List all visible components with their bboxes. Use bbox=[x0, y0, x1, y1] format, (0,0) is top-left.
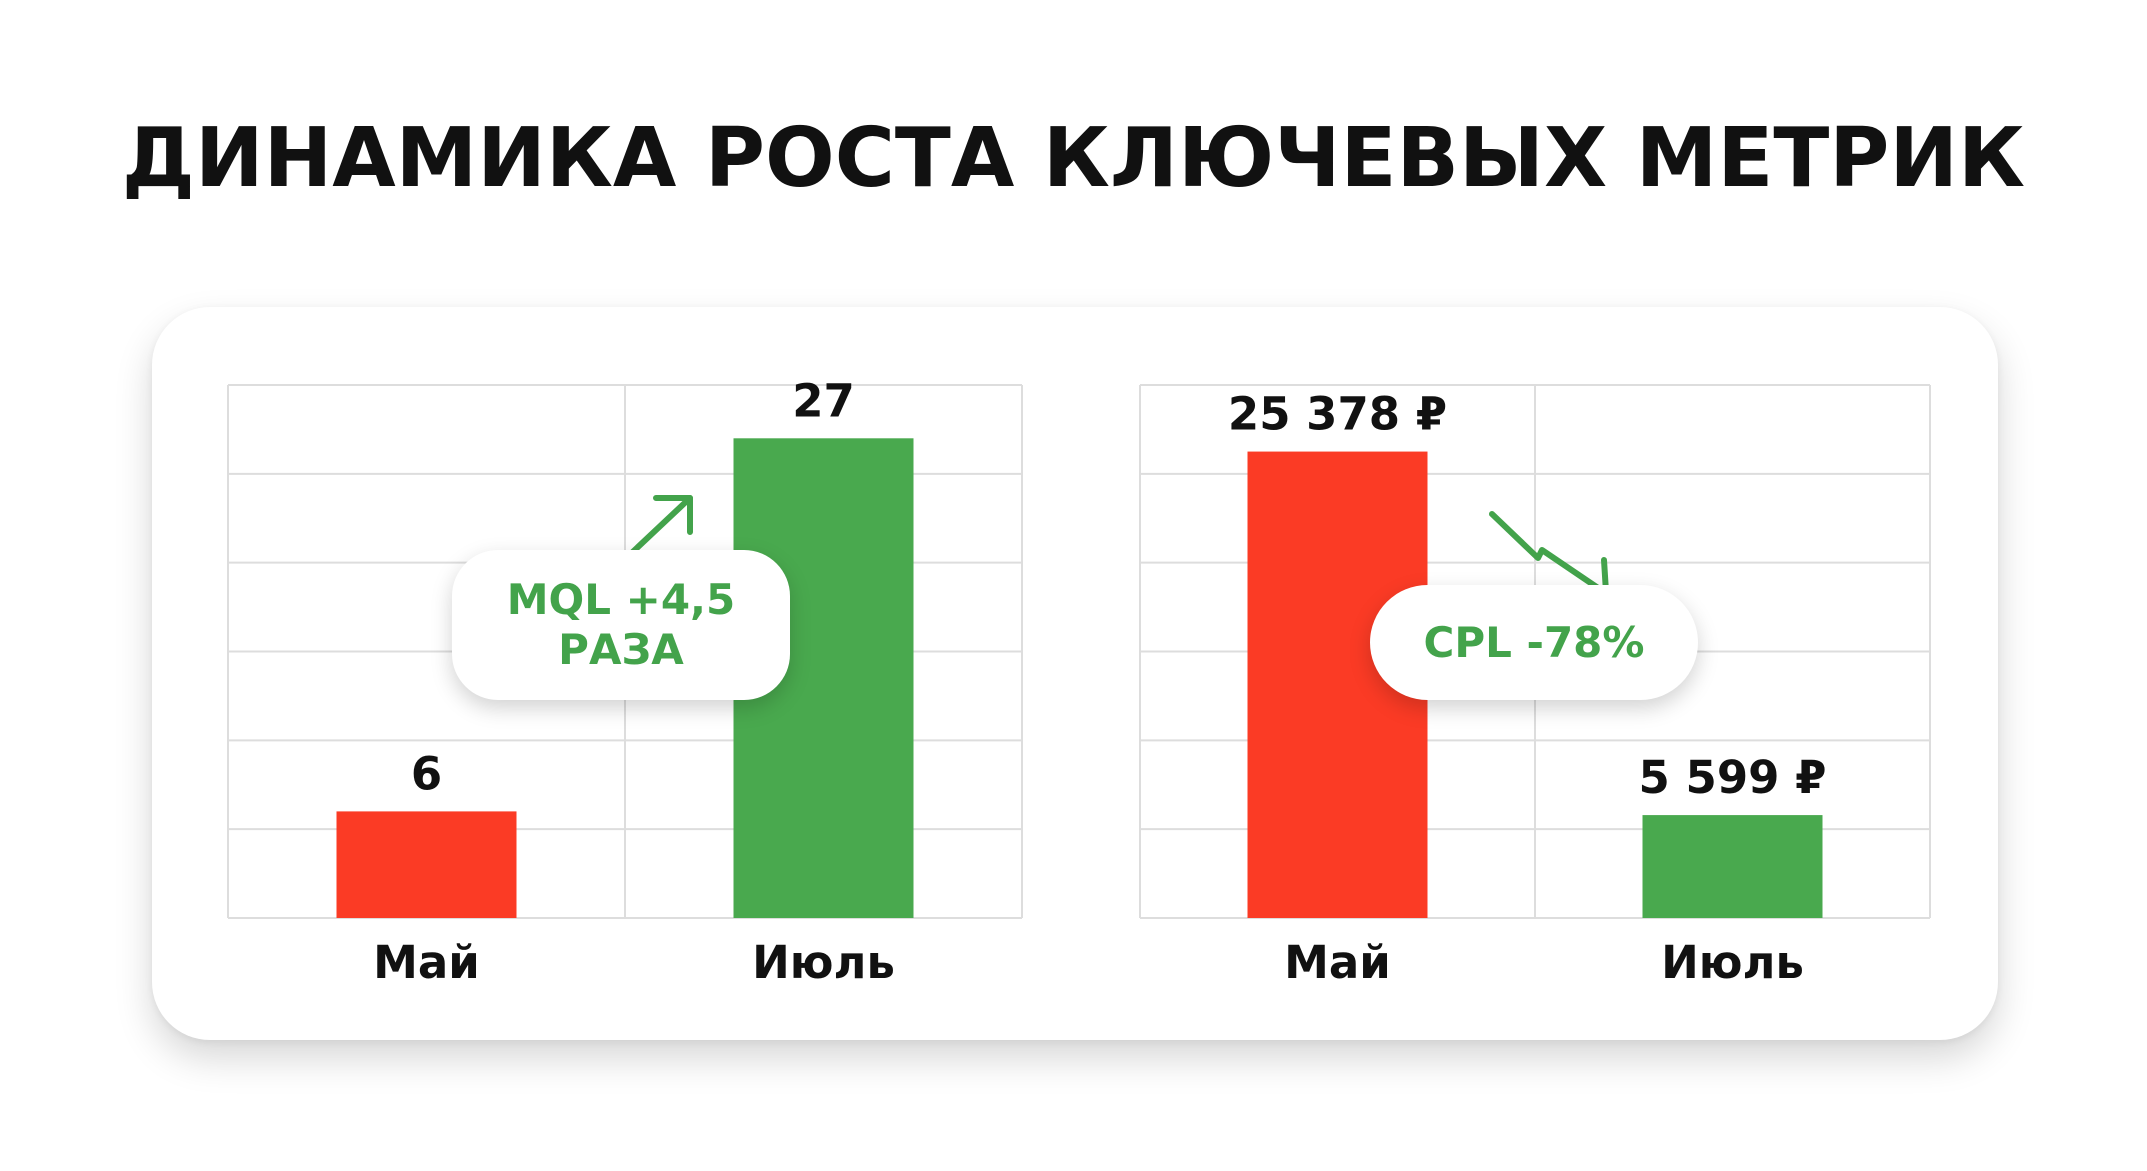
bar-value-label: 25 378 ₽ bbox=[1228, 388, 1447, 441]
x-tick-label: Май bbox=[1284, 936, 1391, 989]
x-tick-label: Июль bbox=[752, 936, 895, 989]
cpl-reduction-text: CPL -78% bbox=[1423, 617, 1645, 667]
x-tick-label: Июль bbox=[1661, 936, 1804, 989]
bar-value-label: 5 599 ₽ bbox=[1639, 751, 1827, 804]
bar-value-label: 6 bbox=[411, 747, 442, 800]
mql-growth-callout: MQL +4,5 РАЗА bbox=[452, 550, 790, 700]
bar-may bbox=[336, 811, 517, 918]
mql-growth-text: MQL +4,5 РАЗА bbox=[506, 575, 736, 674]
bar-value-label: 27 bbox=[792, 374, 855, 427]
chart-title: ДИНАМИКА РОСТА КЛЮЧЕВЫХ МЕТРИК bbox=[121, 111, 2026, 206]
cpl-reduction-callout: CPL -78% bbox=[1370, 585, 1698, 700]
x-tick-label: Май bbox=[373, 936, 480, 989]
bar-july bbox=[1642, 815, 1823, 918]
